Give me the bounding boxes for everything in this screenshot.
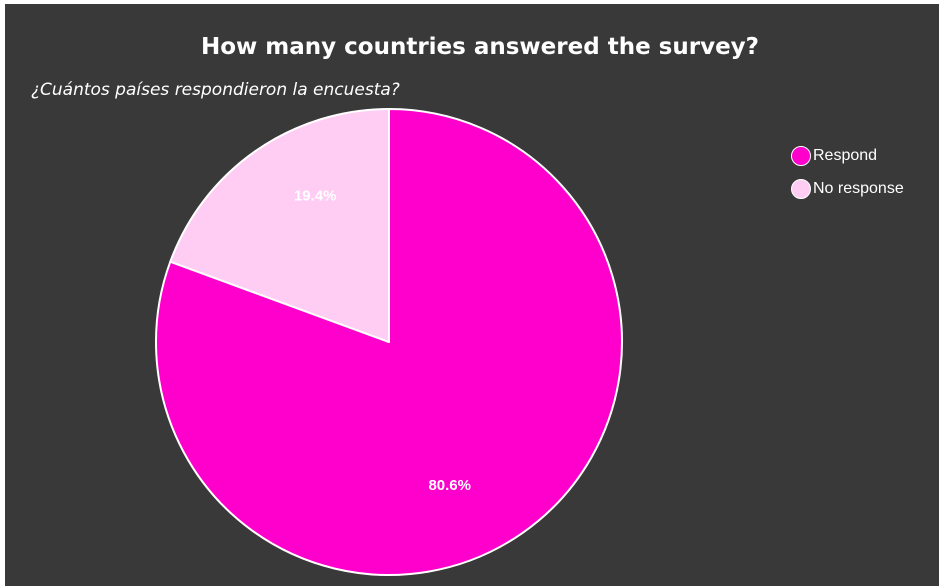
legend-swatch-respond bbox=[791, 146, 811, 166]
pie-chart: 80.6% 19.4% bbox=[155, 108, 623, 576]
chart-legend: Respond No response bbox=[791, 146, 904, 212]
chart-panel: How many countries answered the survey? … bbox=[5, 4, 939, 586]
legend-item-respond[interactable]: Respond bbox=[791, 146, 904, 166]
legend-item-no-response[interactable]: No response bbox=[791, 179, 904, 199]
slice-label-no-response: 19.4% bbox=[294, 188, 337, 205]
legend-label-no-response: No response bbox=[813, 180, 904, 197]
pie-slice-no-response[interactable] bbox=[169, 108, 390, 343]
chart-subtitle: ¿Cuántos países respondieron la encuesta… bbox=[31, 80, 400, 100]
chart-title: How many countries answered the survey? bbox=[200, 34, 760, 60]
pie-slices bbox=[155, 108, 623, 576]
pie-slice-labels: 80.6% 19.4% bbox=[294, 188, 471, 494]
legend-label-respond: Respond bbox=[813, 147, 878, 164]
slice-label-respond: 80.6% bbox=[428, 477, 471, 494]
legend-swatch-no-response bbox=[791, 179, 811, 199]
